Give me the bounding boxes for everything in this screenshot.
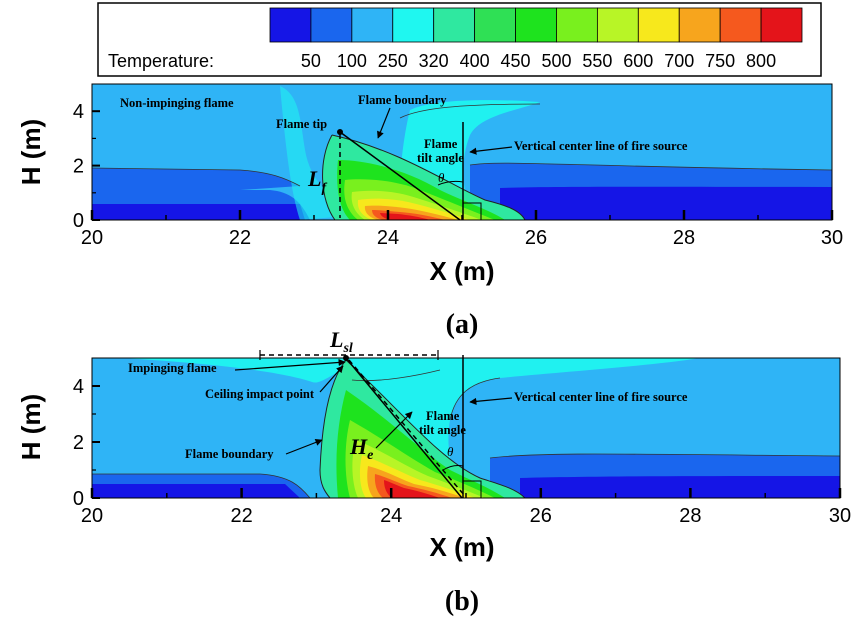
lf-symbol-sub: f bbox=[321, 181, 327, 196]
flame-tilt-line-b bbox=[345, 357, 463, 499]
legend-swatches bbox=[269, 7, 803, 43]
annotation-flame-tip: Flame tip bbox=[276, 117, 327, 131]
lsl-symbol: Lsl bbox=[329, 327, 353, 356]
y-tick-label: 0 bbox=[73, 488, 84, 510]
legend-swatch bbox=[678, 7, 721, 43]
annotation-tilt-angle-a: tilt angle bbox=[417, 151, 464, 165]
y-tick-label: 4 bbox=[73, 376, 84, 398]
legend-level-label: 400 bbox=[460, 51, 490, 71]
lf-symbol: Lf bbox=[307, 166, 327, 196]
legend-swatch bbox=[269, 7, 312, 43]
legend: Temperature: 50 100 250 320 400 450 500 550 600 7… bbox=[97, 2, 822, 77]
x-tick-label: 30 bbox=[829, 505, 851, 527]
x-tick-label: 22 bbox=[230, 505, 252, 527]
annotation-center-line-b: Vertical center line of fire source bbox=[514, 390, 688, 404]
contour-field-a bbox=[92, 84, 832, 220]
he-symbol-main: H bbox=[349, 434, 368, 459]
legend-level-label: 100 bbox=[337, 51, 367, 71]
y-tick-label: 4 bbox=[73, 101, 84, 123]
angle-arc-a bbox=[437, 180, 464, 186]
x-axis-label-a: X (m) bbox=[430, 256, 495, 286]
legend-swatch bbox=[351, 7, 394, 43]
legend-level-label: 450 bbox=[501, 51, 531, 71]
panel-label-a: (a) bbox=[446, 309, 479, 340]
contour-field-b bbox=[92, 358, 840, 498]
legend-swatch bbox=[556, 7, 598, 43]
legend-swatch bbox=[474, 7, 516, 43]
legend-level-label: 550 bbox=[582, 51, 612, 71]
panel-a: Non-impinging flame Flame boundary Flame… bbox=[16, 83, 843, 340]
x-tick-label: 26 bbox=[525, 227, 547, 249]
he-symbol: He bbox=[349, 434, 373, 463]
annotation-tilt-angle-b: tilt angle bbox=[419, 423, 466, 437]
annotation-impinging: Impinging flame bbox=[128, 361, 217, 375]
x-tick-label: 20 bbox=[81, 227, 103, 249]
he-symbol-sub: e bbox=[367, 448, 373, 463]
legend-level-label: 250 bbox=[378, 51, 408, 71]
lsl-symbol-sub: sl bbox=[342, 341, 352, 356]
legend-swatch bbox=[310, 7, 353, 43]
annotation-flame-boundary-b: Flame boundary bbox=[185, 447, 274, 461]
theta-symbol-a: θ bbox=[438, 170, 445, 185]
x-tick-label: 30 bbox=[821, 227, 843, 249]
legend-swatch bbox=[719, 7, 762, 43]
lsl-symbol-main: L bbox=[329, 327, 343, 352]
legend-level-label: 500 bbox=[541, 51, 571, 71]
annotation-flame-a: Flame bbox=[424, 137, 458, 151]
legend-swatch bbox=[515, 7, 557, 43]
legend-title: Temperature: bbox=[108, 51, 214, 71]
y-tick-label: 2 bbox=[73, 156, 84, 178]
flame-height-line bbox=[348, 359, 466, 497]
fire-source-a bbox=[462, 202, 482, 221]
annotation-flame-b: Flame bbox=[426, 409, 460, 423]
legend-swatch bbox=[760, 7, 803, 43]
legend-level-label: 700 bbox=[664, 51, 694, 71]
x-tick-label: 28 bbox=[673, 227, 695, 249]
annotation-ceiling-impact: Ceiling impact point bbox=[205, 387, 315, 401]
x-tick-label: 24 bbox=[380, 505, 402, 527]
x-tick-label: 28 bbox=[679, 505, 701, 527]
annotation-center-line-a: Vertical center line of fire source bbox=[514, 139, 688, 153]
lf-symbol-main: L bbox=[307, 166, 321, 191]
height-arrow bbox=[375, 411, 413, 449]
y-axis-label-b: H (m) bbox=[16, 394, 46, 460]
legend-level-label: 800 bbox=[746, 51, 776, 71]
y-axis-label-a: H (m) bbox=[16, 119, 46, 185]
fire-source-b bbox=[462, 480, 482, 499]
legend-level-label: 600 bbox=[623, 51, 653, 71]
flame-tilt-line-a bbox=[339, 131, 461, 221]
x-tick-label: 26 bbox=[530, 505, 552, 527]
angle-arc-b bbox=[442, 465, 464, 471]
legend-swatch bbox=[637, 7, 680, 43]
legend-level-label: 320 bbox=[419, 51, 449, 71]
x-tick-label: 22 bbox=[229, 227, 251, 249]
legend-labels: 50 100 250 320 400 450 500 550 600 700 750 800 bbox=[301, 51, 776, 71]
theta-symbol-b: θ bbox=[447, 444, 454, 459]
y-tick-label: 0 bbox=[73, 210, 84, 232]
annotation-flame-boundary-a: Flame boundary bbox=[358, 93, 447, 107]
x-axis-label-b: X (m) bbox=[430, 532, 495, 562]
x-tick-label: 20 bbox=[81, 505, 103, 527]
panel-label-b: (b) bbox=[445, 586, 479, 617]
legend-swatch bbox=[392, 7, 435, 43]
panel-b: Impinging flame Ceiling impact point Fla… bbox=[16, 327, 851, 617]
legend-swatch bbox=[433, 7, 476, 43]
flame-tip-point bbox=[337, 129, 343, 135]
legend-level-label: 50 bbox=[301, 51, 321, 71]
x-tick-label: 24 bbox=[377, 227, 399, 249]
legend-level-label: 750 bbox=[705, 51, 735, 71]
y-tick-label: 2 bbox=[73, 432, 84, 454]
annotation-non-impinging: Non-impinging flame bbox=[120, 96, 234, 110]
legend-swatch bbox=[596, 7, 639, 43]
